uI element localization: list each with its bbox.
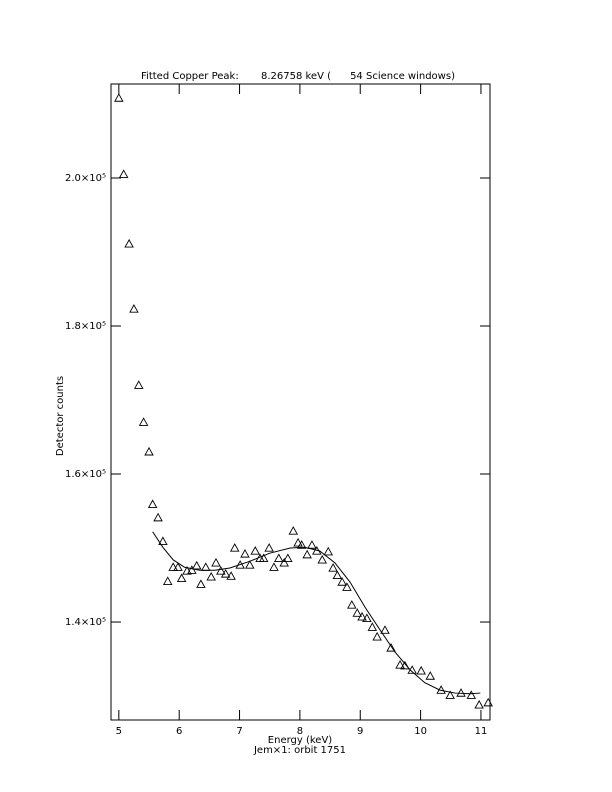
y-axis-label: Detector counts	[55, 376, 66, 456]
x-tick-label: 8	[297, 726, 303, 737]
data-point	[279, 557, 289, 567]
data-point	[133, 380, 144, 389]
data-point	[380, 625, 390, 634]
x-tick-label: 9	[357, 726, 363, 737]
data-point	[187, 565, 197, 574]
data-point	[274, 553, 284, 563]
data-point	[114, 93, 124, 102]
data-point	[191, 560, 202, 570]
data-point	[293, 537, 303, 547]
data-point	[168, 562, 178, 571]
data-point	[147, 499, 158, 508]
y-tick-label: 1.6×10⁵	[65, 469, 106, 480]
data-point	[347, 600, 357, 609]
data-point	[245, 560, 255, 569]
data-point	[416, 665, 426, 675]
subtitle: Jem×1: orbit 1751	[253, 745, 346, 756]
data-point	[307, 540, 317, 549]
x-axis-label: Energy (keV)	[268, 735, 333, 746]
data-point	[288, 526, 299, 535]
data-point	[269, 562, 279, 571]
data-point	[323, 546, 334, 556]
data-point	[483, 697, 493, 707]
data-point	[328, 563, 338, 572]
data-point	[220, 568, 231, 578]
data-point	[176, 573, 187, 583]
data-point	[264, 543, 274, 552]
x-tick-label: 10	[414, 726, 427, 737]
plot-frame	[110, 83, 491, 721]
data-point	[302, 549, 312, 559]
data-point	[445, 690, 455, 699]
data-point	[138, 417, 149, 426]
y-tick-label: 2.0×10⁵	[65, 173, 106, 184]
data-point	[240, 549, 250, 558]
data-point	[317, 554, 327, 564]
data-point	[357, 611, 367, 621]
data-point	[283, 553, 293, 563]
data-point	[206, 571, 216, 581]
data-point	[250, 546, 261, 555]
data-point	[118, 169, 129, 178]
data-point	[258, 553, 269, 563]
data-point	[129, 304, 139, 313]
y-tick-label: 1.4×10⁵	[65, 617, 106, 628]
data-point	[342, 582, 352, 591]
data-point	[372, 631, 382, 641]
data-point	[229, 543, 240, 552]
data-point	[162, 576, 173, 585]
x-tick-label: 6	[176, 726, 182, 737]
data-point	[211, 557, 221, 567]
x-tick-label: 5	[116, 726, 122, 737]
data-point	[153, 512, 163, 522]
x-tick-label: 11	[475, 726, 488, 737]
data-point	[144, 446, 154, 456]
data-point	[386, 642, 396, 652]
data-point	[296, 540, 307, 549]
data-point	[173, 562, 183, 571]
data-point	[226, 571, 236, 580]
data-point	[400, 660, 410, 670]
data-point	[235, 560, 245, 569]
data-point	[337, 577, 347, 586]
data-point	[367, 622, 378, 631]
data-point	[456, 688, 466, 697]
data-point	[395, 660, 405, 669]
x-tick-label: 7	[236, 726, 242, 737]
data-point	[352, 608, 362, 617]
data-point	[362, 613, 372, 622]
data-point	[124, 238, 134, 248]
data-point	[216, 566, 226, 575]
data-point	[466, 690, 477, 699]
data-point	[158, 536, 168, 546]
data-point	[332, 570, 343, 580]
data-point	[474, 699, 484, 709]
data-point	[425, 671, 436, 680]
data-point	[196, 579, 206, 588]
chart-title: Fitted Copper Peak: 8.26758 keV ( 54 Sci…	[141, 71, 455, 82]
y-tick-label: 1.8×10⁵	[65, 321, 106, 332]
fit-line	[152, 531, 481, 695]
